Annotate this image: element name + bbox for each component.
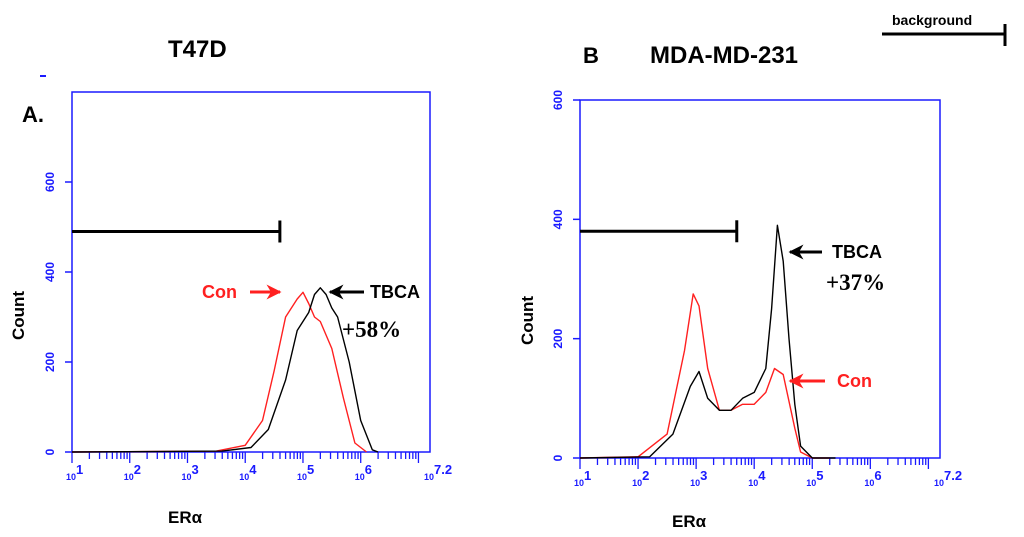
background-legend: background [882,12,1007,46]
panel-a-x-tick-label: 107.2 [424,462,452,482]
panel-b-plot: 101 102 103 104 105 106 107.2 0 200 400 600 TBCA +37… [551,90,962,488]
panel-a-y-tick-label: 0 [43,448,57,455]
panel-a-title: T47D [168,36,227,63]
panel-b-annotation-percent: +37% [826,270,885,295]
panel-a-annotation-percent: +58% [342,317,401,342]
panel-a-y-tick-label: 600 [43,172,57,192]
panel-b-series-con [579,293,830,459]
panel-b-ylabel: Count [518,296,537,345]
panel-a-annotation-tbca: TBCA [370,282,420,302]
panel-a-y-tick-label: 400 [43,262,57,282]
panel-b-x-tick-label: 102 [632,468,649,488]
panel-a-y-tick-label: 200 [43,352,57,372]
panel-a-x-tick-label: 104 [239,462,257,482]
panel-a: T47D A. 101 102 103 104 105 106 107.2 0 200 400 60… [9,36,452,527]
panel-b-x-tick-label: 106 [864,468,881,488]
panel-b-x-tick-label: 101 [574,468,591,488]
panel-b-xlabel: ERα [672,512,707,531]
panel-b-annotation-tbca: TBCA [832,242,882,262]
panel-b-label: B [583,43,599,68]
panel-b-x-tick-label: 105 [806,468,823,488]
panel-b-frame [579,99,941,459]
panel-a-x-tick-label: 102 [124,462,141,482]
panel-b-y-tick-label: 0 [551,454,565,461]
panel-a-annotation-con: Con [202,282,237,302]
panel-b-y-tick-label: 400 [551,209,565,229]
panel-b-x-tick-label: 103 [690,468,707,488]
panel-b-title: MDA-MD-231 [650,42,798,69]
panel-a-x-tick-label: 105 [297,462,314,482]
panel-a-xlabel: ERα [168,508,203,527]
panel-a-series-con [71,291,367,453]
panel-b-series-tbca [579,224,836,459]
panel-b-x-tick-label: 107.2 [934,468,962,488]
background-legend-label: background [892,12,972,28]
panel-b-x-tick-label: 104 [748,468,766,488]
panel-a-series-tbca [71,287,379,453]
panel-a-ylabel: Count [9,291,28,340]
panel-a-x-tick-label: 101 [66,462,83,482]
panel-a-plot: 101 102 103 104 105 106 107.2 0 200 400 600 Con TBCA… [43,91,452,482]
panel-b-y-tick-label: 200 [551,328,565,348]
panel-a-x-tick-label: 106 [355,462,372,482]
panel-b-annotation-con: Con [837,371,872,391]
panel-a-frame [71,91,431,453]
panel-b-y-tick-label: 600 [551,90,565,110]
panel-a-x-tick-label: 103 [181,462,198,482]
panel-a-label: A. [22,102,44,127]
panel-b: B MDA-MD-231 101 102 103 104 105 106 107.2 0 200… [518,42,962,531]
